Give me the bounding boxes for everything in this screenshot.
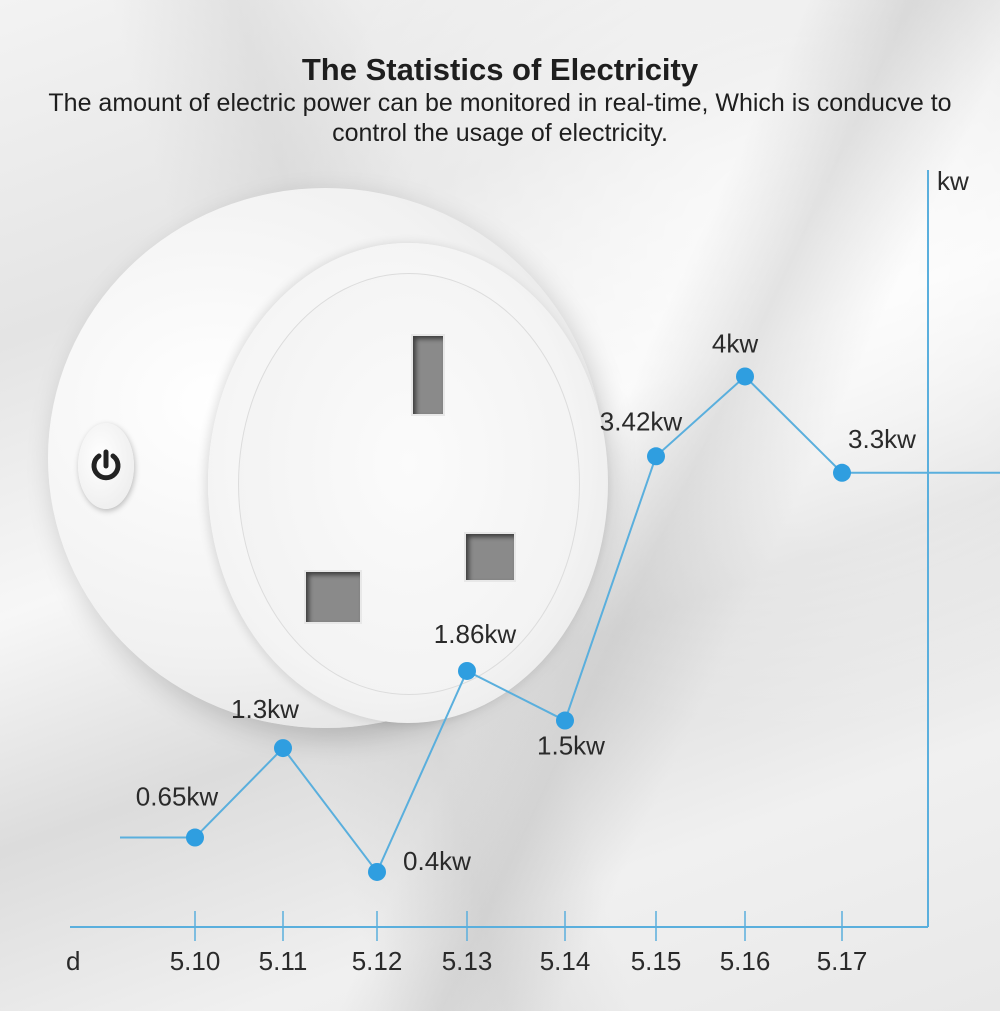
x-axis-label: d (66, 946, 80, 976)
x-tick-label: 5.11 (259, 946, 308, 976)
x-tick-label: 5.10 (170, 946, 221, 976)
x-tick-label: 5.13 (442, 946, 493, 976)
y-axis-label: kw (937, 166, 969, 196)
data-point (736, 367, 754, 386)
live-slot (464, 532, 516, 582)
earth-slot (411, 334, 445, 416)
data-label: 0.4kw (403, 846, 471, 876)
x-tick-label: 5.12 (352, 946, 403, 976)
socket-face (238, 273, 580, 695)
data-point (186, 828, 204, 847)
data-label: 1.86kw (434, 619, 517, 649)
data-label: 3.42kw (600, 406, 683, 436)
x-tick-label: 5.14 (540, 946, 591, 976)
x-tick-label: 5.17 (817, 946, 868, 976)
power-button (78, 423, 134, 509)
data-point (368, 862, 386, 881)
plug-face (208, 243, 608, 723)
data-label: 4kw (712, 328, 758, 358)
data-label: 3.3kw (848, 424, 916, 454)
data-point (647, 447, 665, 466)
data-point (556, 711, 574, 730)
data-label: 1.3kw (231, 694, 299, 724)
x-tick-label: 5.15 (631, 946, 682, 976)
data-point (458, 661, 476, 680)
data-point (833, 463, 851, 482)
data-label: 0.65kw (136, 782, 219, 812)
power-icon (91, 449, 121, 481)
neutral-slot (304, 570, 362, 624)
x-tick-label: 5.16 (720, 946, 771, 976)
series-line (194, 375, 843, 874)
page-title: The Statistics of Electricity (301, 52, 699, 87)
data-label: 1.5kw (537, 731, 605, 761)
smart-plug-image (48, 188, 608, 728)
data-point (274, 739, 292, 758)
page-subtitle: The amount of electric power can be moni… (48, 89, 952, 147)
header: The Statistics of Electricity The amount… (0, 52, 1000, 148)
